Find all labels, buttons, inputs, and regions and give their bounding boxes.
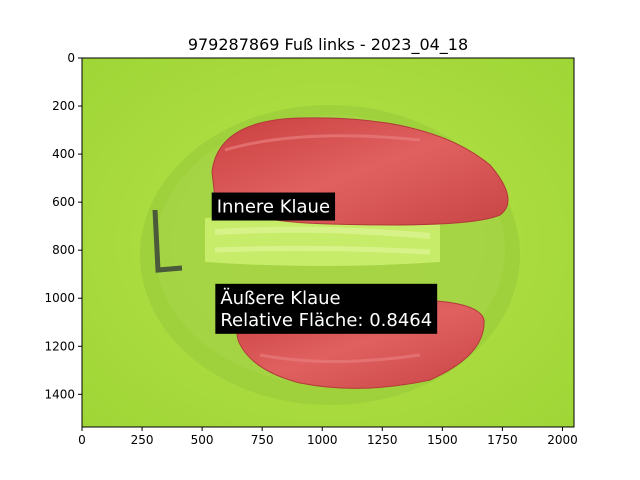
x-tick-label: 1500	[427, 433, 458, 447]
y-tick-label: 0	[67, 51, 75, 65]
y-tick-label: 1000	[44, 291, 75, 305]
annotation-text: Relative Fläche: 0.8464	[220, 310, 432, 331]
x-tick-label: 2000	[547, 433, 578, 447]
x-tick-label: 250	[131, 433, 154, 447]
annotation-text: Äußere Klaue	[220, 288, 340, 309]
y-tick-label: 1200	[44, 339, 75, 353]
x-axis: 0 250 500 750 1000 1250 1500 1750 2000	[78, 427, 578, 447]
x-tick-label: 1250	[367, 433, 398, 447]
hoof-photo	[82, 58, 574, 427]
marker-letter-icon	[152, 209, 183, 273]
x-tick-label: 500	[191, 433, 214, 447]
y-tick-label: 1400	[44, 387, 75, 401]
annotation-text: Innere Klaue	[217, 197, 330, 218]
x-tick-label: 1750	[487, 433, 518, 447]
chart-title: 979287869 Fuß links - 2023_04_18	[188, 35, 468, 55]
y-tick-label: 800	[52, 243, 75, 257]
annotation-box: Innere Klaue	[211, 192, 336, 221]
y-tick-label: 400	[52, 147, 75, 161]
x-tick-label: 0	[78, 433, 86, 447]
plot-frame	[81, 57, 575, 428]
y-tick-label: 600	[52, 195, 75, 209]
x-tick-label: 1000	[307, 433, 338, 447]
annotation-background	[211, 192, 336, 221]
x-tick-label: 750	[251, 433, 274, 447]
annotation-background	[215, 283, 438, 334]
y-axis: 0 200 400 600 800 1000 1200 1400	[44, 51, 82, 401]
y-tick-label: 200	[52, 99, 75, 113]
